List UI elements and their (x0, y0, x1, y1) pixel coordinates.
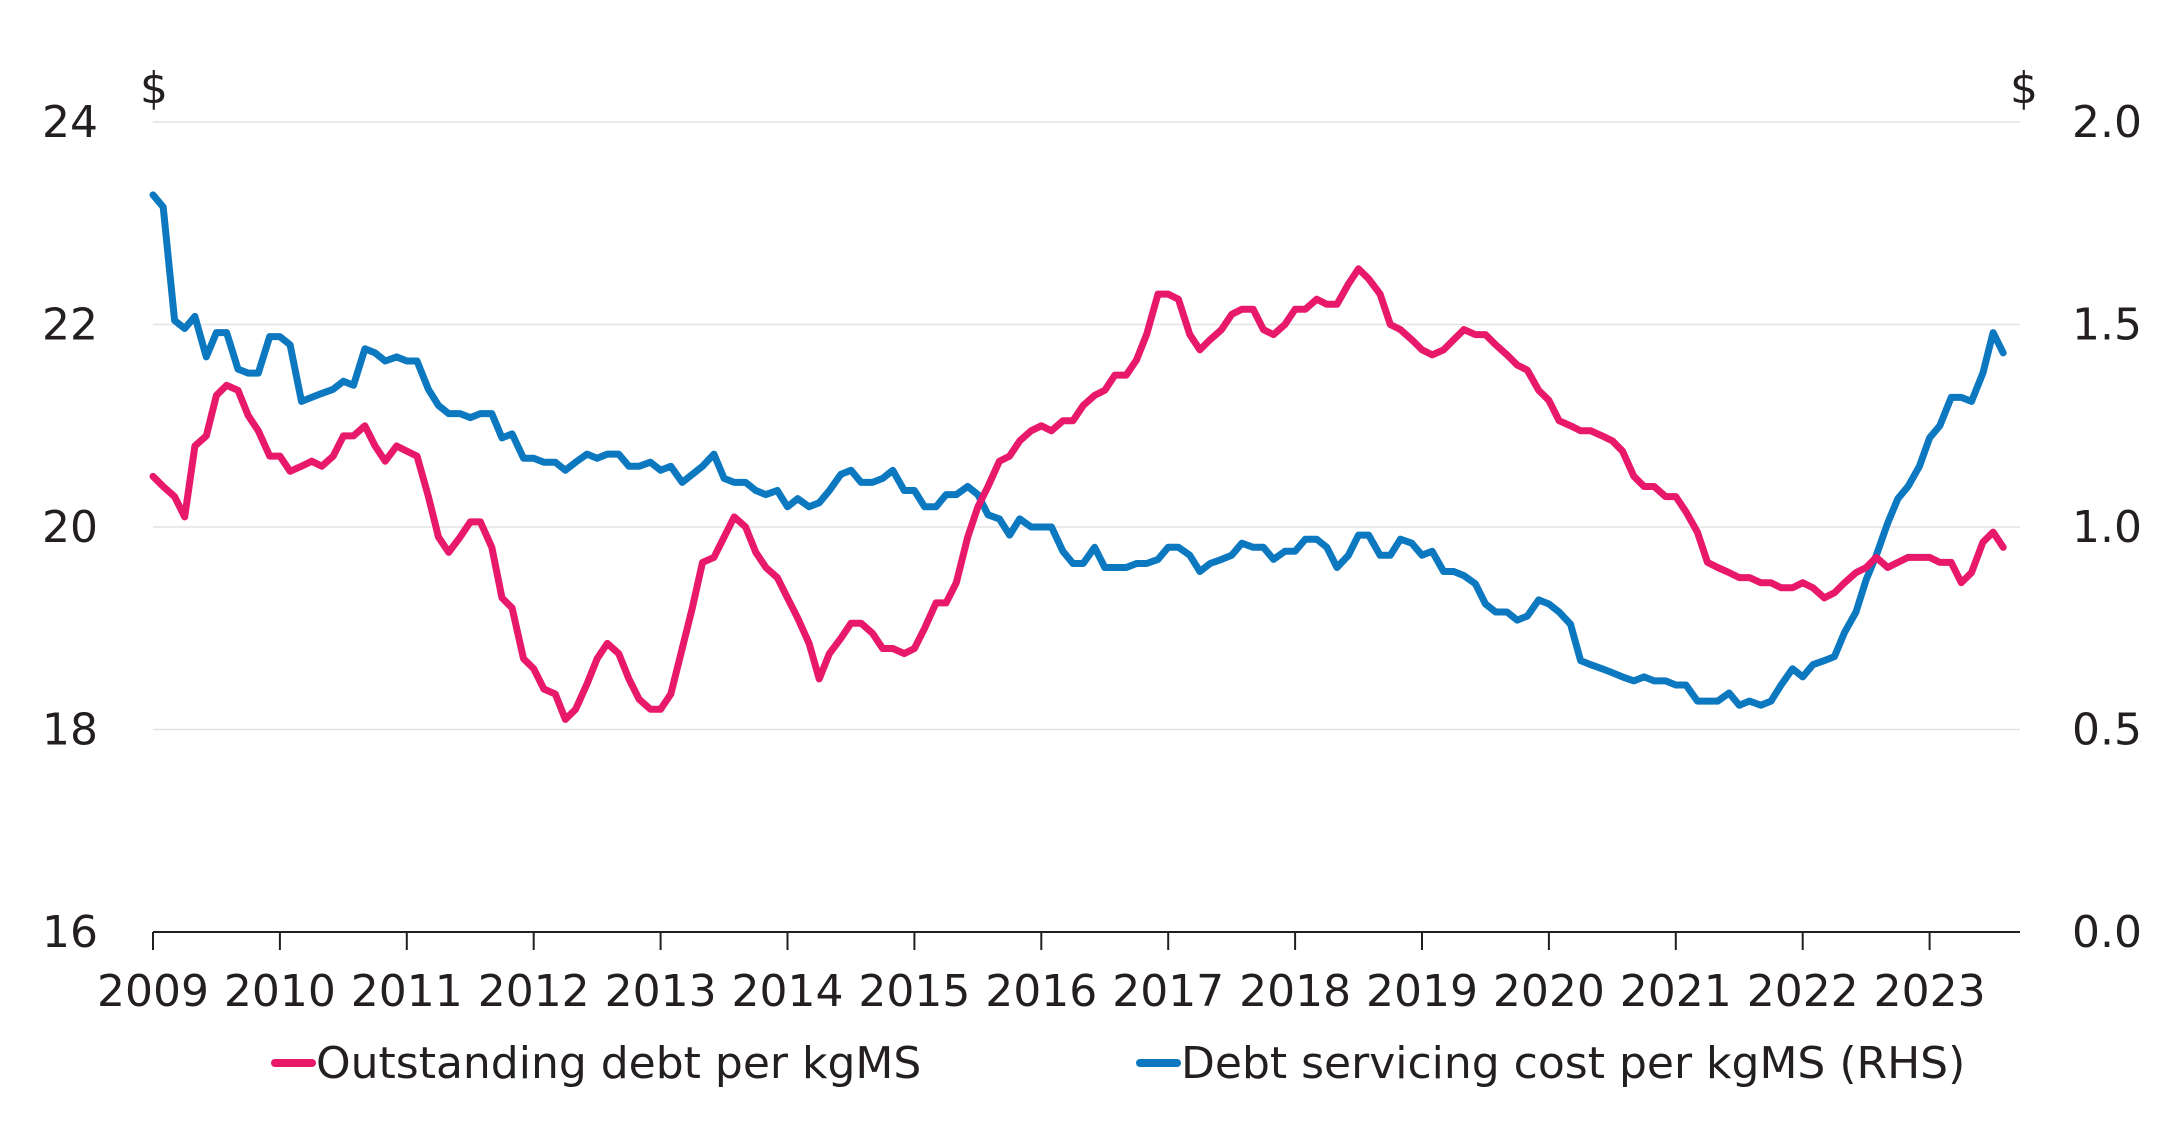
series-line-debt-servicing-cost (149, 191, 2007, 709)
legend-label-debt: Outstanding debt per kgMS (316, 1038, 921, 1089)
y-right-tick-label: 1.5 (2072, 300, 2142, 351)
x-tick-label: 2009 (97, 966, 209, 1017)
x-tick-label: 2022 (1747, 966, 1859, 1017)
series-lines (149, 191, 2007, 723)
y-right-tick-label: 1.0 (2072, 502, 2142, 553)
x-tick-label: 2012 (478, 966, 590, 1017)
x-tick-label: 2020 (1493, 966, 1605, 1017)
y-right-tick-label: 0.5 (2072, 705, 2142, 756)
x-tick-label: 2010 (224, 966, 336, 1017)
x-tick-label: 2011 (351, 966, 463, 1017)
y-left-tick-label: 20 (42, 502, 98, 553)
x-tick-label: 2018 (1239, 966, 1351, 1017)
y-left-tick-label: 18 (42, 705, 98, 756)
left-axis-unit: $ (140, 63, 168, 114)
series-line-outstanding-debt (149, 265, 2007, 723)
x-tick-label: 2021 (1620, 966, 1732, 1017)
y-right-tick-label: 0.0 (2072, 907, 2142, 958)
x-tick-label: 2014 (732, 966, 844, 1017)
legend-label-servicing: Debt servicing cost per kgMS (RHS) (1181, 1038, 1965, 1089)
x-tick-label: 2023 (1874, 966, 1986, 1017)
x-tick-label: 2016 (985, 966, 1097, 1017)
right-axis-unit: $ (2010, 63, 2038, 114)
y-left-tick-label: 22 (42, 300, 98, 351)
y-left-tick-label: 16 (42, 907, 98, 958)
x-tick-label: 2017 (1112, 966, 1224, 1017)
y-left-tick-label: 24 (42, 97, 98, 148)
x-tick-label: 2013 (605, 966, 717, 1017)
legend: Outstanding debt per kgMS Debt servicing… (271, 1038, 1965, 1089)
x-tick-label: 2015 (858, 966, 970, 1017)
gridlines (153, 121, 2020, 731)
x-tick-label: 2019 (1366, 966, 1478, 1017)
y-right-tick-label: 2.0 (2072, 97, 2142, 148)
